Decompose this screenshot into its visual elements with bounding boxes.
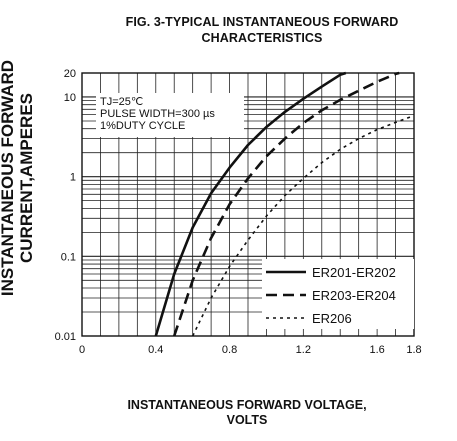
y-tick-label: 1	[70, 172, 76, 184]
y-tick-label: 0.01	[55, 331, 76, 343]
conditions-line: TJ=25℃	[100, 96, 143, 108]
x-tick-label: 1.2	[296, 344, 311, 356]
legend-label: ER201-ER202	[312, 265, 396, 280]
conditions-box	[96, 93, 244, 137]
y-tick-label: 10	[64, 92, 76, 104]
legend-label: ER206	[312, 311, 352, 326]
x-tick-label: 0.4	[148, 344, 163, 356]
conditions-line: PULSE WIDTH=300 µs	[100, 108, 215, 120]
x-tick-label: 0	[79, 344, 85, 356]
x-tick-label: 1.8	[406, 344, 421, 356]
series-line	[172, 71, 400, 337]
chart-title: FIG. 3-TYPICAL INSTANTANEOUS FORWARD	[125, 15, 399, 29]
plot-frame	[81, 72, 415, 337]
legend-label: ER203-ER204	[312, 288, 396, 303]
x-tick-label: 0.8	[222, 344, 237, 356]
series-line	[191, 116, 411, 337]
y-tick-label: 0.1	[61, 251, 76, 263]
x-tick-label: 1.6	[369, 344, 384, 356]
x-axis-label-line1: INSTANTANEOUS FORWARD VOLTAGE,	[127, 398, 367, 412]
series-line	[154, 71, 347, 337]
chart-subtitle: CHARACTERISTICS	[201, 31, 323, 45]
conditions-line: 1%DUTY CYCLE	[100, 120, 185, 132]
x-axis-label-line2: VOLTS	[226, 413, 268, 427]
y-tick-label: 20	[64, 68, 76, 80]
